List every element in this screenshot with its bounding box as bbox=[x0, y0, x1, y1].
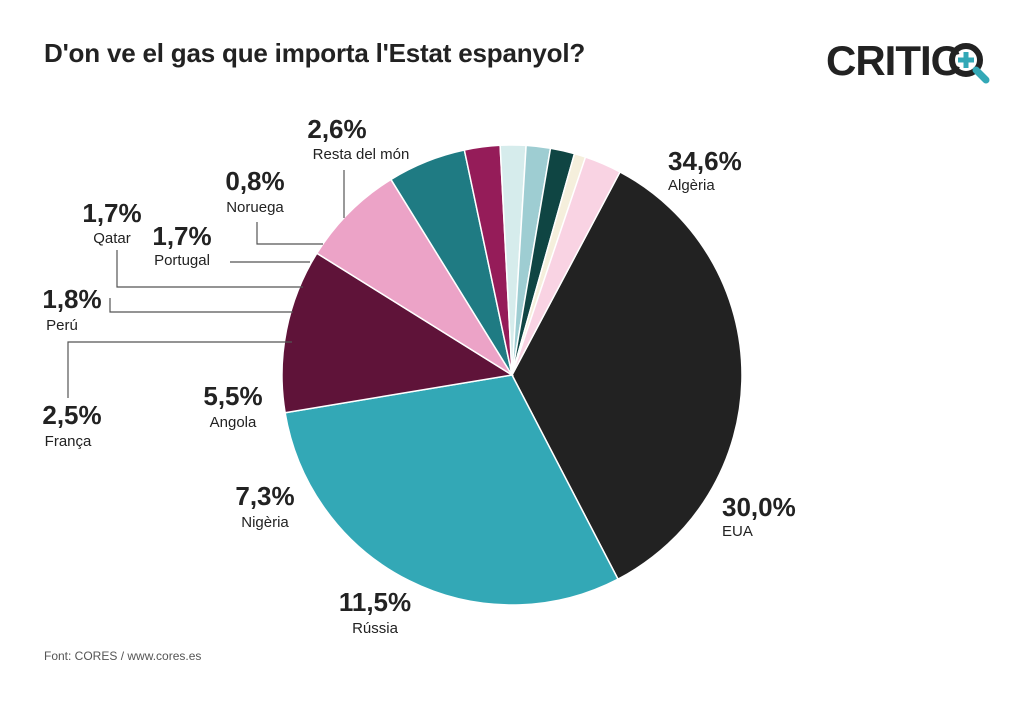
slice-labels: 34,6%Algèria 30,0%EUA 11,5% Rússia 7,3% Nigèr… bbox=[42, 114, 795, 637]
value-label-qatar: 1,7% bbox=[82, 198, 141, 228]
category-label-portugal: Portugal bbox=[154, 252, 210, 269]
leader-line-peru bbox=[109, 298, 293, 313]
category-label-franca: França bbox=[45, 433, 92, 450]
category-label-eua: EUA bbox=[722, 523, 753, 540]
category-label-peru: Perú bbox=[46, 317, 78, 334]
value-label-russia: 11,5% bbox=[339, 587, 411, 617]
category-label-noruega: Noruega bbox=[226, 199, 284, 216]
chart-title: D'on ve el gas que importa l'Estat espan… bbox=[44, 38, 586, 68]
leader-line-franca bbox=[67, 341, 292, 398]
category-label-qatar: Qatar bbox=[93, 230, 131, 247]
value-label-noruega: 0,8% bbox=[225, 166, 284, 196]
leader-line-qatar bbox=[116, 250, 303, 288]
pie-slice-nigeria bbox=[315, 178, 513, 376]
value-label-franca: 2,5% bbox=[42, 400, 101, 430]
pie-slice-eua bbox=[284, 374, 620, 606]
value-label-portugal: 1,7% bbox=[152, 221, 211, 251]
pie-slices bbox=[281, 144, 743, 606]
category-label-resta-del-mon: Resta del món bbox=[313, 146, 410, 163]
category-label-nigeria: Nigèria bbox=[241, 514, 289, 531]
pie-slice-russia bbox=[281, 252, 515, 414]
category-label-algeria: Algèria bbox=[668, 177, 715, 194]
pie-slice-algeria bbox=[511, 170, 743, 581]
pie-slice-resta-del-mon bbox=[511, 156, 621, 376]
value-label-resta-del-mon: 2,6% bbox=[307, 114, 366, 144]
source-note: Font: CORES / www.cores.es bbox=[44, 649, 202, 663]
value-label-algeria: 34,6% bbox=[668, 146, 742, 176]
magnifier-plus-icon bbox=[949, 43, 990, 84]
leader-line-noruega bbox=[256, 222, 323, 245]
logo-wordmark: CRITIC bbox=[826, 37, 961, 84]
category-label-russia: Rússia bbox=[352, 620, 399, 637]
critic-logo: CRITIC bbox=[826, 36, 992, 86]
value-label-peru: 1,8% bbox=[42, 284, 101, 314]
leader-lines bbox=[67, 170, 345, 398]
value-label-nigeria: 7,3% bbox=[235, 481, 294, 511]
value-label-angola: 5,5% bbox=[203, 381, 262, 411]
category-label-angola: Angola bbox=[210, 414, 257, 431]
value-label-eua: 30,0% bbox=[722, 492, 796, 522]
